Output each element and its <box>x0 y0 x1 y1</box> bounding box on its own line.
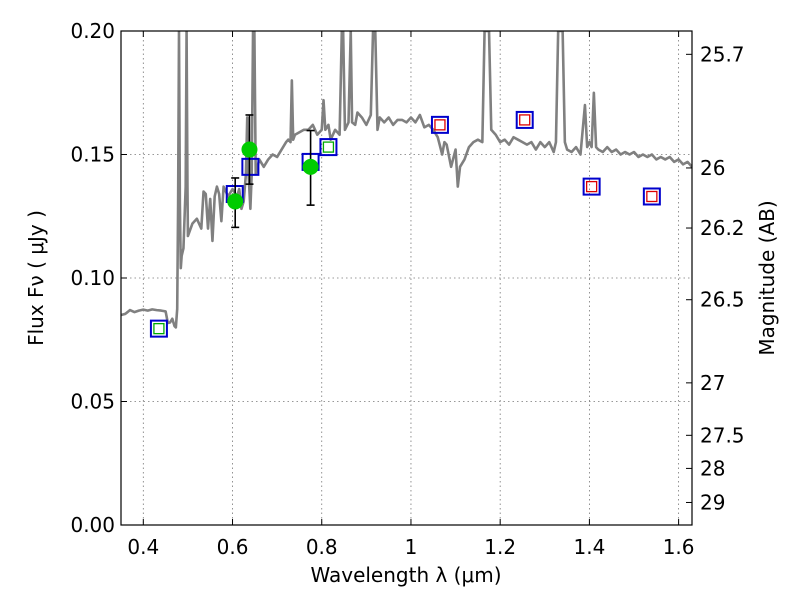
x-tick-label: 0.4 <box>127 535 159 559</box>
observed-flux-box <box>241 157 260 176</box>
mag-tick-label: 28 <box>700 456 725 480</box>
observed-flux-box <box>319 138 338 157</box>
observed-flux-box <box>642 187 661 206</box>
y-tick-label: 0.10 <box>70 266 115 290</box>
model-flux-red-square <box>585 180 598 193</box>
y-axis-title: Flux Fν ( μJy ) <box>24 210 48 346</box>
y-tick-label: 0.00 <box>70 513 115 537</box>
y-tick-label: 0.20 <box>70 19 115 43</box>
y-tick-label: 0.05 <box>70 390 115 414</box>
ticks: 0.4 0.6 0.8 1 1.2 1.4 1.6 0.00 0.05 0.10 0.15 0.20 2… <box>70 19 744 559</box>
mag-tick-label: 27.5 <box>700 423 745 447</box>
observed-flux-box <box>582 177 601 196</box>
mag-tick-label: 26 <box>700 156 725 180</box>
mag-tick-label: 26.5 <box>700 288 745 312</box>
data-layer <box>121 31 692 329</box>
model-flux-green-square <box>153 322 165 335</box>
x-axis-title: Wavelength λ (μm) <box>310 563 501 587</box>
x-tick-label: 1.2 <box>484 535 516 559</box>
spectrum-line <box>121 31 692 329</box>
y-tick-label: 0.15 <box>70 143 115 167</box>
detection-point <box>227 193 244 210</box>
x-tick-label: 1 <box>405 535 418 559</box>
model-flux-red-square <box>646 190 658 203</box>
mag-tick-label: 27 <box>700 371 725 395</box>
mag-tick-label: 26.2 <box>700 216 745 240</box>
model-flux-red-square <box>519 114 531 126</box>
marker-layer <box>149 110 661 338</box>
model-flux-green-square <box>322 141 335 153</box>
x-tick-label: 1.4 <box>573 535 605 559</box>
x-tick-label: 1.6 <box>663 535 695 559</box>
observed-flux-box <box>149 319 168 338</box>
observed-flux-box <box>430 115 449 134</box>
detection-point <box>302 158 319 175</box>
right-axis-title: Magnitude (AB) <box>755 200 779 355</box>
observed-flux-box <box>515 110 534 129</box>
mag-tick-label: 29 <box>700 490 725 514</box>
x-tick-label: 0.6 <box>217 535 249 559</box>
mag-tick-label: 25.7 <box>700 42 745 66</box>
model-flux-red-square <box>434 119 446 131</box>
detection-point <box>241 141 258 158</box>
x-tick-label: 0.8 <box>306 535 338 559</box>
